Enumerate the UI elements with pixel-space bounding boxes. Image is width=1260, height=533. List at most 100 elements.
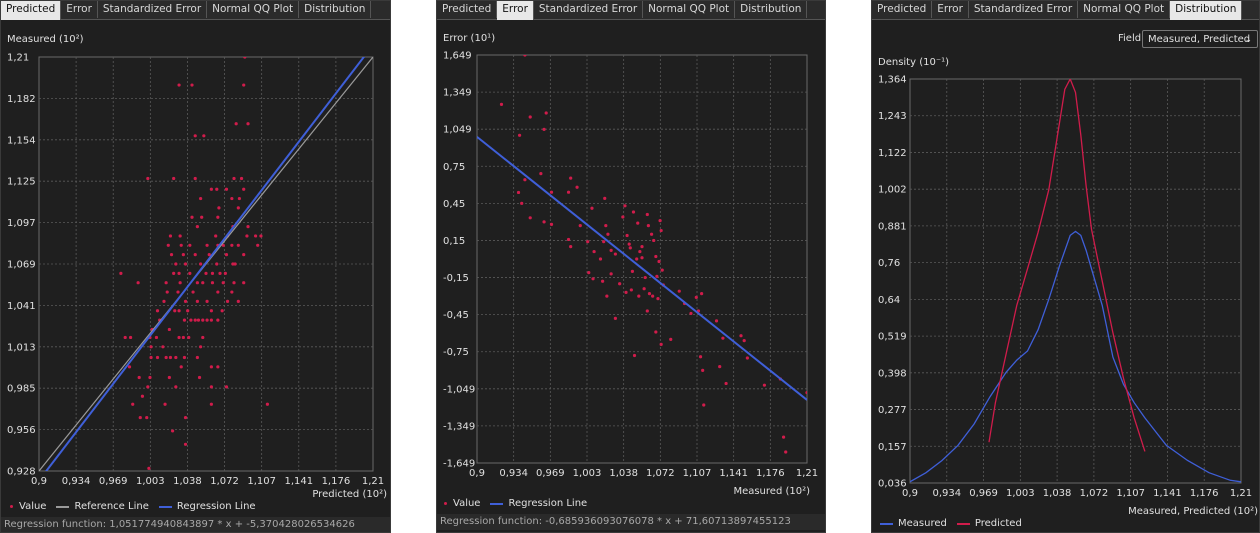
y-tick-label: 0,45 (443, 199, 465, 210)
plot-layer (910, 79, 1241, 483)
data-point (702, 403, 706, 407)
x-tick-label: 0,934 (932, 488, 961, 499)
chart-legend: Value Reference Line Regression Line (7, 501, 266, 512)
legend-label: Regression Line (508, 498, 588, 509)
data-point (242, 83, 246, 87)
data-point (177, 271, 181, 275)
data-point (123, 335, 127, 340)
tab-normal-qq-plot[interactable]: Normal QQ Plot (207, 1, 300, 18)
data-point (205, 243, 209, 247)
y-tick-label: -0,15 (443, 273, 469, 284)
data-point (174, 262, 178, 266)
field-select-value: Measured, Predicted (1148, 34, 1251, 45)
tab-standardized-error[interactable]: Standardized Error (968, 1, 1079, 18)
data-point (197, 375, 202, 380)
data-point (655, 274, 659, 278)
data-point (199, 345, 203, 349)
tab-distribution[interactable]: Distribution (735, 1, 808, 18)
data-point (128, 335, 133, 340)
data-point (214, 234, 218, 238)
data-point (233, 262, 237, 266)
data-point (613, 252, 617, 256)
data-point (637, 294, 641, 298)
tab-distribution[interactable]: Distribution (299, 1, 372, 18)
y-tick-label: 0,036 (878, 479, 907, 490)
data-point (182, 355, 187, 360)
data-point (613, 316, 617, 320)
data-point (242, 253, 246, 257)
data-point (193, 176, 197, 181)
legend-item-value: Value (441, 498, 480, 509)
y-tick-label: 1,049 (443, 125, 472, 136)
x-tick-label: 1,072 (210, 476, 239, 487)
data-point (204, 271, 208, 275)
data-point (659, 342, 663, 346)
data-point (609, 272, 613, 276)
y-tick-label: 1,364 (878, 75, 907, 86)
y-tick-label: -1,049 (443, 384, 475, 395)
legend-label: Value (453, 498, 481, 509)
tab-error[interactable]: Error (932, 1, 969, 18)
data-point (199, 262, 203, 266)
data-point (246, 122, 250, 126)
data-point (604, 223, 608, 228)
data-point (171, 429, 175, 433)
data-point (631, 210, 636, 214)
data-point (236, 299, 240, 303)
y-tick-label: 1,122 (878, 148, 907, 159)
data-point (176, 290, 180, 294)
data-point (602, 240, 606, 244)
y-tick-label: 1,243 (878, 111, 907, 122)
y-tick-label: 0,76 (878, 258, 900, 269)
data-point (762, 383, 767, 387)
data-point (209, 318, 213, 322)
chevron-down-icon: ⌄ (1244, 35, 1252, 45)
x-tick-label: 1,141 (1153, 488, 1182, 499)
data-point (178, 234, 182, 238)
dot-marker-icon (10, 505, 13, 508)
line-marker-icon (880, 522, 893, 525)
y-axis-label: Error (10¹) (443, 33, 495, 44)
tab-standardized-error[interactable]: Standardized Error (97, 1, 208, 18)
tab-predicted[interactable]: Predicted (437, 1, 498, 18)
tab-normal-qq-plot[interactable]: Normal QQ Plot (643, 1, 736, 18)
tab-error[interactable]: Error (497, 1, 534, 20)
data-point (598, 257, 603, 261)
data-point (127, 365, 132, 369)
data-point (167, 375, 171, 380)
field-select[interactable]: Measured, Predicted ⌄ (1142, 30, 1258, 48)
x-tick-label: 1,038 (173, 476, 202, 487)
y-tick-label: 1,013 (7, 342, 36, 353)
data-point (242, 187, 246, 191)
y-tick-label: 0,157 (878, 442, 907, 453)
data-point (523, 178, 527, 182)
x-tick-label: 1,038 (609, 468, 638, 479)
tab-distribution[interactable]: Distribution (1170, 1, 1243, 20)
tab-error[interactable]: Error (61, 1, 98, 18)
data-point (179, 243, 183, 247)
data-point (569, 176, 573, 180)
tab-standardized-error[interactable]: Standardized Error (533, 1, 644, 18)
x-tick-label: 1,141 (284, 476, 313, 487)
tab-normal-qq-plot[interactable]: Normal QQ Plot (1078, 1, 1171, 18)
data-point (216, 365, 220, 369)
x-tick-label: 1,176 (1190, 488, 1219, 499)
tab-predicted[interactable]: Predicted (872, 1, 933, 18)
data-point (592, 249, 596, 254)
data-point (603, 196, 607, 200)
y-tick-label: 1,041 (7, 301, 36, 312)
data-point (172, 176, 176, 181)
regression-line (45, 57, 366, 471)
data-point (201, 335, 205, 340)
data-point (636, 221, 640, 225)
data-point (230, 196, 234, 201)
data-point (209, 365, 213, 369)
data-point (166, 243, 170, 247)
y-tick-label: -1,649 (443, 459, 475, 470)
data-point (523, 55, 527, 57)
x-tick-label: 1,003 (136, 476, 165, 487)
tab-bar: Predicted Error Standardized Error Norma… (1, 1, 390, 20)
tab-predicted[interactable]: Predicted (1, 1, 62, 20)
data-point (742, 339, 746, 343)
data-point (781, 435, 786, 439)
